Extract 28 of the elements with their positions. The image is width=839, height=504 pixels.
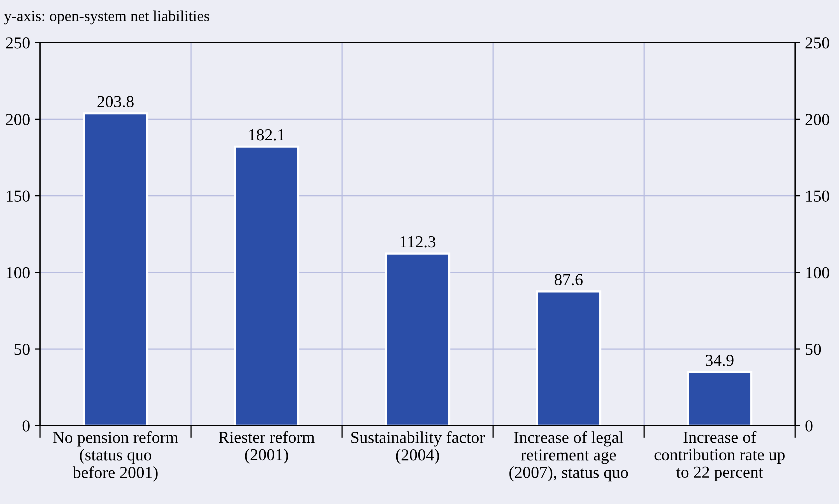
y2-tick-label: 250 bbox=[806, 38, 830, 49]
x-tick-label: Increase of contribution rate up to 22 percent bbox=[654, 431, 785, 482]
data-label: 87.6 bbox=[554, 274, 583, 286]
y2-tick-label: 150 bbox=[806, 190, 830, 202]
y-axis-title: y-axis: open-system net liabilities bbox=[4, 10, 210, 25]
x-tick-label: Riester reform (2001) bbox=[218, 431, 315, 464]
data-label: 203.8 bbox=[98, 96, 134, 108]
y-tick-label: 100 bbox=[7, 267, 30, 279]
x-tick-label: Increase of legal retirement age (2007), status quo bbox=[510, 431, 628, 482]
y2-tick-label: 200 bbox=[806, 114, 830, 126]
bar bbox=[536, 290, 602, 426]
bar bbox=[385, 252, 451, 426]
x-tick-label: No pension reform (status quo before 2001) bbox=[53, 431, 178, 482]
bar bbox=[687, 371, 753, 426]
x-tick-label: Sustainability factor (2004) bbox=[352, 431, 486, 464]
data-label: 34.9 bbox=[706, 355, 734, 366]
y-tick-label: 0 bbox=[22, 420, 30, 432]
y-tick-label: 150 bbox=[7, 190, 30, 202]
data-label: 112.3 bbox=[400, 236, 436, 248]
bar bbox=[83, 112, 149, 426]
y2-tick-label: 50 bbox=[806, 344, 822, 356]
y2-tick-label: 100 bbox=[806, 267, 830, 279]
y-tick-label: 50 bbox=[14, 344, 30, 356]
y2-tick-label: 0 bbox=[806, 420, 813, 432]
bar bbox=[234, 146, 300, 426]
y-tick-label: 250 bbox=[6, 38, 30, 49]
y-tick-label: 200 bbox=[6, 114, 30, 126]
data-label: 182.1 bbox=[250, 129, 285, 141]
